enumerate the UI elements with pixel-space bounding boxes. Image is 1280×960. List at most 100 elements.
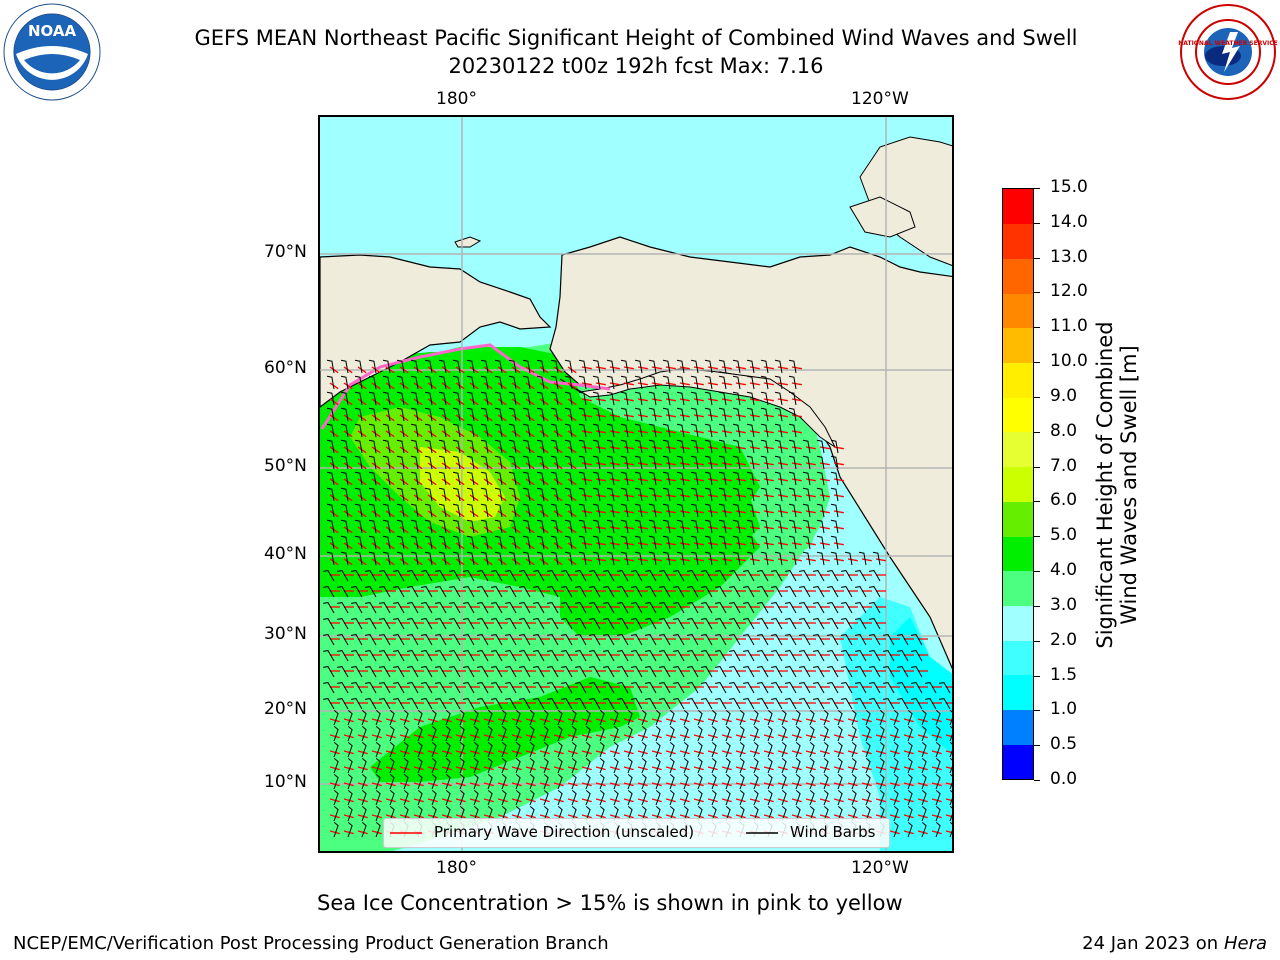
wind-barb [480,487,489,502]
wind-barb [564,359,573,374]
wind-barb [907,758,913,774]
wind-barb [487,790,493,806]
wind-barb [603,602,615,614]
wind-barb [368,391,377,406]
wind-barb [613,742,619,758]
wave-direction-arrow [805,478,816,482]
wind-barb [445,710,451,726]
wind-barb [326,375,335,390]
wind-barb [935,822,941,838]
wind-barb [340,423,349,438]
wind-barb [757,698,769,710]
wave-direction-arrow [511,542,521,550]
wind-barb [648,375,657,390]
wave-direction-arrow [595,414,606,418]
wind-barb [645,682,657,694]
wave-direction-arrow [469,750,480,755]
wind-barb [732,375,741,390]
colorbar-band [1003,674,1033,711]
wind-barb [788,519,797,534]
wind-barb [683,790,689,806]
wind-barb [410,471,419,486]
wind-barb [382,471,391,486]
wave-direction-arrow [329,526,339,534]
wind-barb [431,774,437,790]
wave-direction-arrow [679,366,690,370]
wind-barb [732,455,741,470]
wind-barb [893,806,899,822]
wave-direction-arrow [413,766,424,771]
wave-direction-arrow [833,558,844,562]
wind-barb [522,423,531,438]
wind-barb [529,758,535,774]
wave-direction-arrow [483,430,493,438]
wave-direction-arrow [357,478,367,486]
wind-barb [438,391,447,406]
date-credit-date: 24 Jan 2023 on [1082,933,1224,954]
wave-direction-arrow [805,462,816,466]
wave-direction-arrow [511,494,521,502]
wave-direction-arrow [469,430,479,438]
wave-direction-arrow [665,798,676,803]
wave-direction-arrow [735,446,746,450]
wave-direction-arrow [609,414,620,418]
wave-direction-arrow [455,526,465,534]
wave-direction-arrow [581,542,592,546]
wind-barb [480,519,489,534]
wave-direction-arrow [693,366,704,370]
wave-direction-arrow [427,718,438,723]
wave-direction-arrow [609,558,620,562]
wind-barb [382,535,391,550]
wind-barb [494,407,503,422]
wave-direction-arrow [357,782,368,787]
wave-direction-arrow [595,718,606,723]
wave-direction-arrow [497,734,508,739]
colorbar-tick-mark [1034,536,1040,538]
wave-direction-arrow [819,718,830,723]
wave-direction-arrow [483,494,493,502]
colorbar-band [1003,709,1033,745]
wind-barb [813,570,825,582]
wind-barb [505,650,517,662]
wind-barb [746,519,755,534]
wave-direction-arrow [455,462,465,470]
wave-direction-arrow [553,494,563,502]
wave-direction-arrow [763,382,774,386]
wind-barb [655,806,661,822]
wave-direction-arrow [623,798,634,803]
wind-barb [536,503,545,518]
wave-direction-arrow [567,734,578,739]
wind-barb [781,774,787,790]
wave-direction-arrow [707,782,718,787]
wave-direction-arrow [413,478,423,486]
wind-barb [949,710,952,726]
wind-barb [757,666,769,678]
wave-direction-arrow [525,462,535,470]
wave-direction-arrow [539,382,549,390]
wind-barb [564,487,573,502]
wind-barb [354,551,363,566]
wind-barb [767,742,773,758]
wind-barb [463,618,475,630]
wave-direction-arrow [763,430,774,434]
wind-barb [823,774,829,790]
wind-barb [592,439,601,454]
wind-barb [907,774,913,790]
wind-barb [592,359,601,374]
wind-barb [452,487,461,502]
wave-direction-arrow [427,750,438,755]
wave-direction-arrow [735,398,746,402]
wind-barb [729,682,741,694]
wave-direction-arrow [735,478,746,482]
wave-direction-arrow [343,526,353,534]
wind-barb [421,602,433,614]
wind-barb [333,806,339,822]
lon-label-top-120w: 120°W [851,89,909,109]
wind-barb [809,710,815,726]
colorbar-tick-mark [1034,640,1040,642]
wind-barb [407,698,419,710]
wave-direction-arrow [777,494,788,498]
wind-barb [935,742,941,758]
wind-barb [729,634,741,646]
wave-direction-arrow [357,398,367,406]
